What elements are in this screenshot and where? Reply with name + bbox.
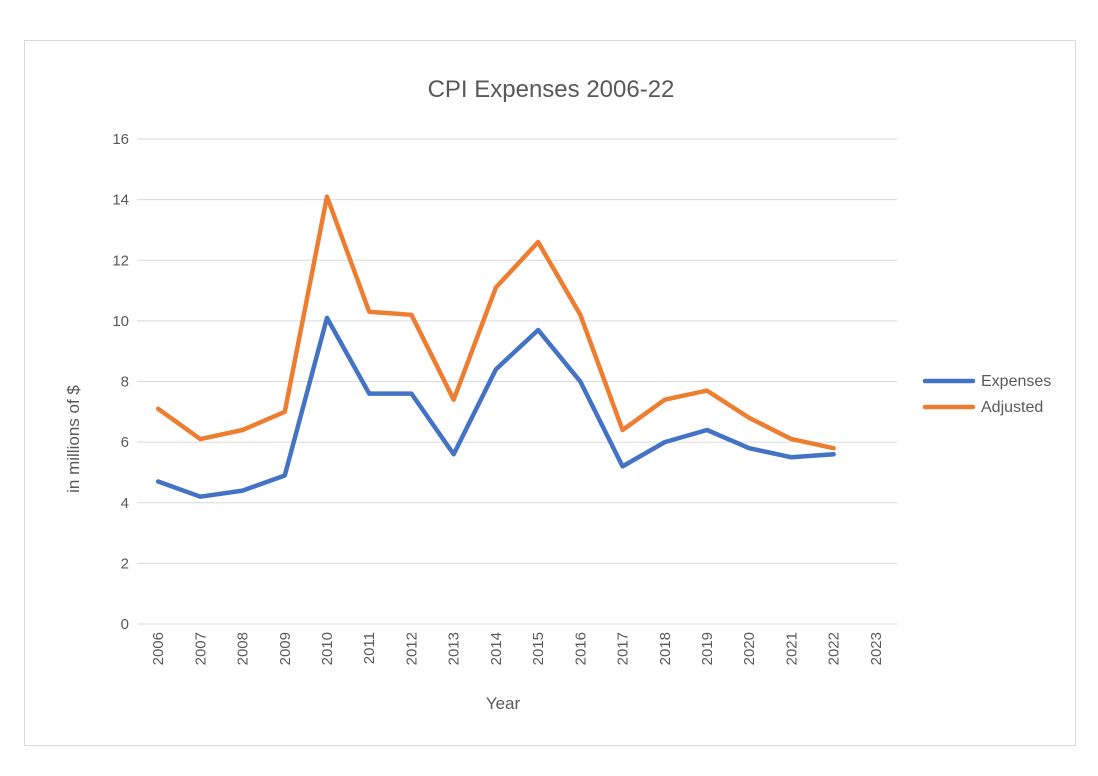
- y-tick-labels: 0 2 4 6 8 10 12 14 16: [112, 131, 129, 633]
- series-lines: [155, 194, 836, 499]
- x-tick-label: 2022: [826, 632, 843, 665]
- x-axis-label: Year: [486, 694, 521, 713]
- x-tick-label: 2009: [277, 632, 294, 665]
- x-tick-label: 2007: [192, 632, 209, 665]
- x-tick-label: 2020: [741, 632, 758, 665]
- x-tick-label: 2018: [657, 632, 674, 665]
- y-tick-label: 8: [121, 374, 129, 391]
- x-tick-label: 2011: [361, 632, 378, 664]
- x-tick-label: 2016: [572, 632, 589, 665]
- x-tick-label: 2008: [235, 632, 252, 665]
- legend: Expenses Adjusted: [922, 373, 1051, 416]
- y-tick-label: 12: [112, 252, 129, 269]
- series-line-expenses: [155, 315, 836, 499]
- x-tick-label: 2019: [699, 632, 716, 665]
- chart-area: 0 2 4 6 8 10 12 14 16 2006 2007 2008 2009 2010 2011 20…: [24, 40, 1076, 746]
- x-tick-label: 2023: [868, 632, 885, 665]
- x-tick-label: 2012: [403, 632, 420, 665]
- y-tick-label: 6: [121, 434, 129, 451]
- x-tick-label: 2006: [150, 632, 167, 665]
- legend-label-expenses: Expenses: [981, 373, 1051, 390]
- y-tick-label: 10: [112, 313, 129, 330]
- gridlines: [137, 138, 897, 625]
- x-tick-label: 2021: [783, 632, 800, 665]
- legend-label-adjusted: Adjusted: [981, 399, 1043, 416]
- y-tick-label: 0: [121, 616, 129, 633]
- y-tick-label: 4: [121, 495, 129, 512]
- y-tick-label: 14: [112, 192, 129, 209]
- series-line-adjusted: [155, 194, 836, 451]
- x-tick-labels: 2006 2007 2008 2009 2010 2011 2012 2013 2014 2015…: [150, 632, 885, 665]
- x-tick-label: 2010: [319, 632, 336, 665]
- x-tick-label: 2017: [615, 632, 632, 665]
- chart-title: CPI Expenses 2006-22: [428, 76, 675, 103]
- x-tick-label: 2013: [446, 632, 463, 665]
- x-tick-label: 2014: [488, 632, 505, 665]
- y-tick-label: 16: [112, 131, 129, 148]
- y-tick-label: 2: [121, 555, 129, 572]
- x-tick-label: 2015: [530, 632, 547, 665]
- y-axis-label: in millions of $: [64, 385, 83, 493]
